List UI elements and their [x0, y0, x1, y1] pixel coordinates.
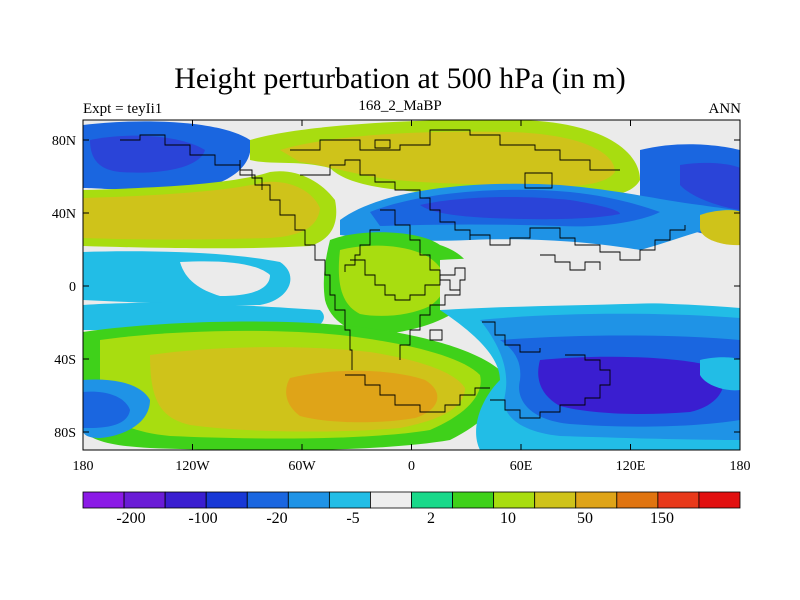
x-tick-label: 180 [730, 459, 751, 474]
run-label: 168_2_MaBP [358, 98, 442, 114]
colorbar-swatch [616, 491, 659, 509]
x-tick-label: 0 [408, 459, 415, 474]
y-tick-label: 40N [52, 207, 76, 222]
colorbar-labels: -200 -100 -20 -5 2 10 50 150 [116, 510, 674, 527]
experiment-label: Expt = teyIi1 [83, 101, 163, 117]
colorbar-label: 2 [427, 510, 435, 527]
y-tick-label: 80N [52, 134, 76, 149]
colorbar-label: 150 [650, 510, 674, 527]
colorbar-label: -100 [188, 510, 217, 527]
colorbar-swatch [328, 491, 371, 509]
contour-fill [83, 120, 740, 450]
colorbar-label: 10 [500, 510, 516, 527]
colorbar-label: -5 [346, 510, 359, 527]
x-tick-label: 120E [616, 459, 646, 474]
y-axis-labels: 80N 40N 0 40S 80S [52, 134, 76, 441]
season-label: ANN [708, 101, 742, 117]
x-tick-label: 180 [73, 459, 94, 474]
colorbar-label: -20 [266, 510, 287, 527]
colorbar-label: -200 [116, 510, 145, 527]
colorbar-swatch [657, 491, 700, 509]
colorbar-swatch [534, 491, 577, 509]
colorbar [82, 491, 741, 509]
y-tick-label: 80S [54, 426, 76, 441]
colorbar-swatch [164, 491, 207, 509]
axis-ticks [82, 120, 741, 450]
y-tick-label: 0 [69, 280, 76, 295]
page-title: Height perturbation at 500 hPa (in m) [174, 62, 626, 95]
x-tick-label: 60W [288, 459, 316, 474]
x-tick-label: 60E [510, 459, 533, 474]
colorbar-swatch [287, 491, 330, 509]
x-axis-labels: 180 120W 60W 0 60E 120E 180 [73, 459, 751, 474]
colorbar-swatch [205, 491, 248, 509]
colorbar-swatch [575, 491, 618, 509]
y-tick-label: 40S [54, 353, 76, 368]
colorbar-swatch [82, 491, 125, 509]
colorbar-swatch [123, 491, 166, 509]
colorbar-swatch [452, 491, 495, 509]
colorbar-swatch [246, 491, 289, 509]
x-tick-label: 120W [175, 459, 210, 474]
colorbar-swatch [698, 491, 741, 509]
coastlines [120, 129, 686, 419]
colorbar-label: 50 [577, 510, 593, 527]
colorbar-swatch [411, 491, 453, 509]
colorbar-swatch [493, 491, 536, 509]
colorbar-swatch [370, 491, 412, 509]
